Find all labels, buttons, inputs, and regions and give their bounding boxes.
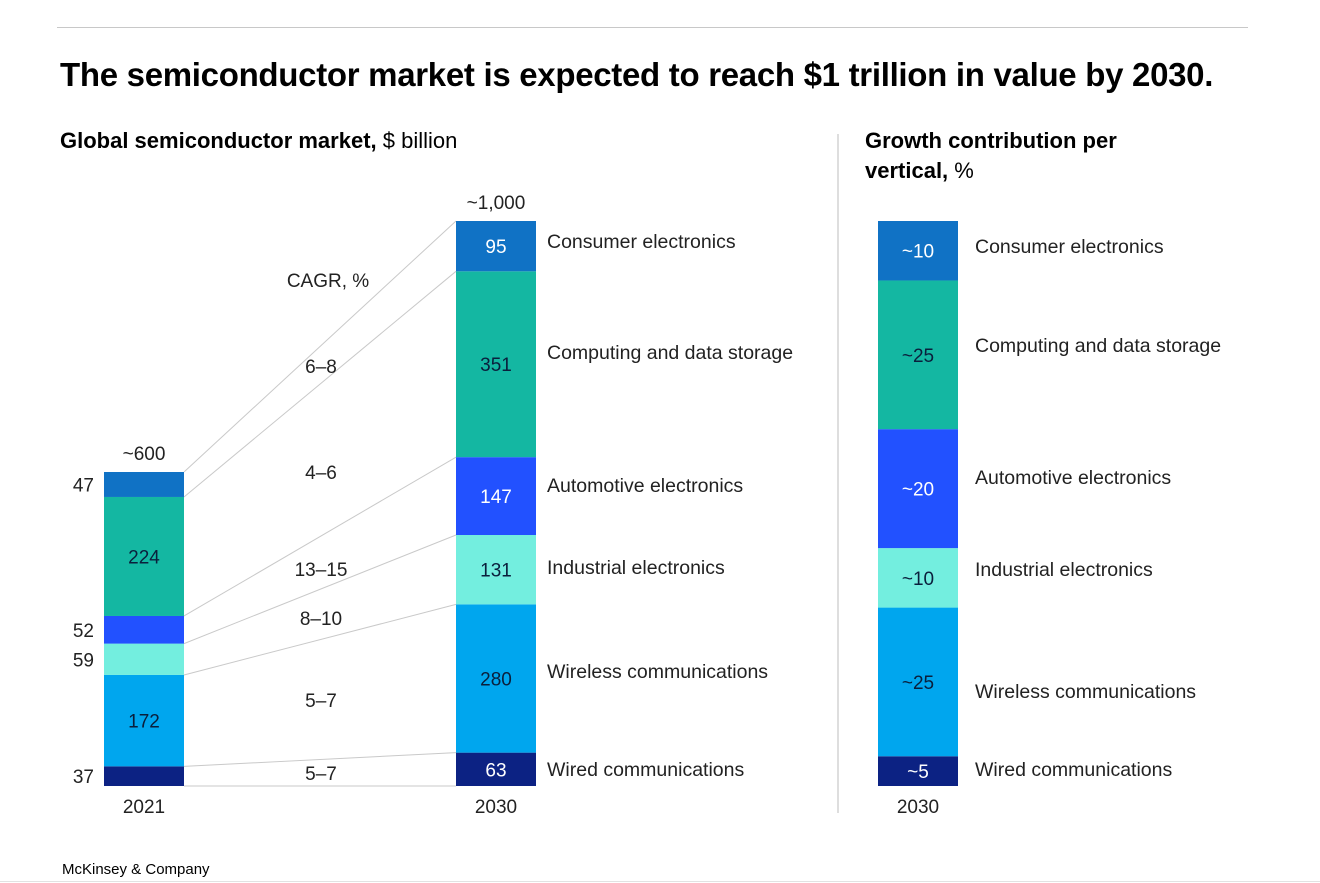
bar-2021-consumer-electronics xyxy=(104,472,184,497)
cagr-label-industrial-electronics: 8–10 xyxy=(300,609,342,630)
bar-2021-wired-communications xyxy=(104,766,184,786)
series-name-right-computing-and-data-storage: Computing and data storage xyxy=(975,335,1221,357)
growth-value-wireless-communications: ~25 xyxy=(902,673,934,694)
value-label-2030-wired-communications: 63 xyxy=(485,760,506,781)
value-label-2030-wireless-communications: 280 xyxy=(480,670,512,691)
connector-wireless-communications xyxy=(183,603,457,676)
series-name-left-consumer-electronics: Consumer electronics xyxy=(547,231,736,253)
value-label-2030-consumer-electronics: 95 xyxy=(485,237,506,258)
connector-wired-communications xyxy=(183,752,457,767)
bar-2030-computing-and-data-storage xyxy=(456,271,536,458)
value-label-2021-consumer-electronics: 47 xyxy=(73,475,94,496)
total-label-2030: ~1,000 xyxy=(467,193,526,214)
bar-2030-automotive-electronics xyxy=(456,457,536,536)
growth-bar-computing-and-data-storage xyxy=(878,280,958,430)
value-label-2021-wired-communications: 37 xyxy=(73,767,94,788)
x-tick-right-2030: 2030 xyxy=(897,797,939,818)
cagr-label-computing-and-data-storage: 4–6 xyxy=(305,463,337,484)
connector-automotive-electronics xyxy=(183,456,457,617)
series-name-right-wired-communications: Wired communications xyxy=(975,759,1172,781)
growth-bar-wired-communications xyxy=(878,756,958,786)
bar-2030-consumer-electronics xyxy=(456,221,536,272)
cagr-label-automotive-electronics: 13–15 xyxy=(295,560,348,581)
bottom-rule xyxy=(0,881,1320,882)
growth-value-consumer-electronics: ~10 xyxy=(902,242,934,263)
growth-bar-industrial-electronics xyxy=(878,548,958,608)
growth-bar-consumer-electronics xyxy=(878,221,958,281)
cagr-label-wired-communications: 5–7 xyxy=(305,764,337,785)
bar-2021-automotive-electronics xyxy=(104,615,184,644)
growth-bar-automotive-electronics xyxy=(878,429,958,549)
connector-computing-and-data-storage xyxy=(183,270,457,498)
value-label-2030-automotive-electronics: 147 xyxy=(480,487,512,508)
bar-2021-computing-and-data-storage xyxy=(104,496,184,616)
growth-value-automotive-electronics: ~20 xyxy=(902,480,934,501)
right-subtitle-bold-line2: vertical, xyxy=(865,158,949,183)
value-label-2030-industrial-electronics: 131 xyxy=(480,561,512,582)
connector-industrial-electronics xyxy=(183,534,457,645)
value-label-2021-wireless-communications: 172 xyxy=(128,712,160,733)
bar-2030-wireless-communications xyxy=(456,604,536,753)
bar-2030-wired-communications xyxy=(456,752,536,786)
series-name-left-wired-communications: Wired communications xyxy=(547,759,744,781)
series-name-right-wireless-communications: Wireless communications xyxy=(975,681,1196,703)
right-subtitle-unit: % xyxy=(954,158,974,183)
bar-2021-industrial-electronics xyxy=(104,643,184,675)
series-name-left-computing-and-data-storage: Computing and data storage xyxy=(547,342,793,364)
cagr-label-consumer-electronics: 6–8 xyxy=(305,357,337,378)
growth-bar-wireless-communications xyxy=(878,607,958,757)
series-name-right-automotive-electronics: Automotive electronics xyxy=(975,467,1171,489)
series-name-left-wireless-communications: Wireless communications xyxy=(547,661,768,683)
right-panel-subtitle: Growth contribution per vertical, % xyxy=(865,126,1117,186)
series-name-left-automotive-electronics: Automotive electronics xyxy=(547,475,743,497)
left-subtitle-unit: $ billion xyxy=(382,128,458,153)
bar-2030-industrial-electronics xyxy=(456,535,536,605)
bar-2021-wireless-communications xyxy=(104,674,184,767)
top-rule xyxy=(57,27,1248,28)
left-subtitle-bold: Global semiconductor market, xyxy=(60,128,377,153)
right-subtitle-bold-line1: Growth contribution per xyxy=(865,128,1117,153)
left-panel-subtitle: Global semiconductor market, $ billion xyxy=(60,126,457,156)
growth-value-computing-and-data-storage: ~25 xyxy=(902,346,934,367)
x-tick-2021: 2021 xyxy=(123,797,165,818)
connector-consumer-electronics xyxy=(183,220,457,473)
cagr-header: CAGR, % xyxy=(287,271,369,292)
series-name-right-industrial-electronics: Industrial electronics xyxy=(975,559,1153,581)
series-name-left-industrial-electronics: Industrial electronics xyxy=(547,557,725,579)
growth-value-industrial-electronics: ~10 xyxy=(902,569,934,590)
value-label-2030-computing-and-data-storage: 351 xyxy=(480,355,512,376)
value-label-2021-computing-and-data-storage: 224 xyxy=(128,547,160,568)
x-tick-2030: 2030 xyxy=(475,797,517,818)
total-label-2021: ~600 xyxy=(123,444,166,465)
growth-value-wired-communications: ~5 xyxy=(907,762,929,783)
cagr-label-wireless-communications: 5–7 xyxy=(305,691,337,712)
chart-title: The semiconductor market is expected to … xyxy=(60,56,1214,93)
series-name-right-consumer-electronics: Consumer electronics xyxy=(975,236,1164,258)
value-label-2021-automotive-electronics: 52 xyxy=(73,621,94,642)
source-footer: McKinsey & Company xyxy=(62,861,210,878)
value-label-2021-industrial-electronics: 59 xyxy=(73,650,94,671)
